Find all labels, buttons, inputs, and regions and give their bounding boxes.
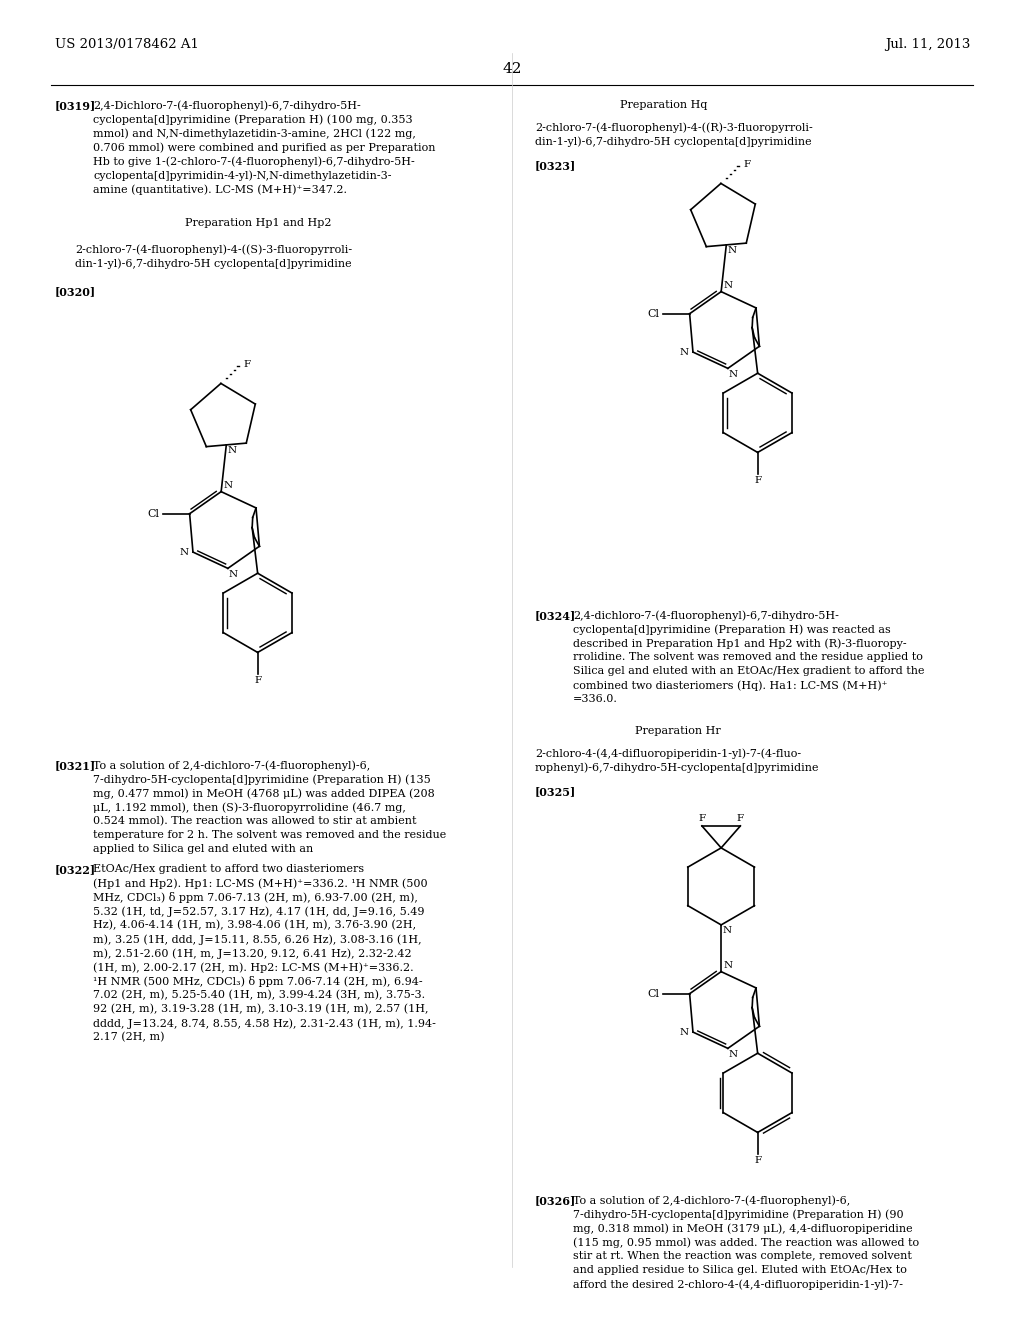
Text: mg, 0.477 mmol) in MeOH (4768 μL) was added DIPEA (208: mg, 0.477 mmol) in MeOH (4768 μL) was ad… xyxy=(93,788,435,799)
Text: F: F xyxy=(698,814,706,822)
Text: temperature for 2 h. The solvent was removed and the residue: temperature for 2 h. The solvent was rem… xyxy=(93,830,446,840)
Text: rrolidine. The solvent was removed and the residue applied to: rrolidine. The solvent was removed and t… xyxy=(573,652,923,663)
Text: stir at rt. When the reaction was complete, removed solvent: stir at rt. When the reaction was comple… xyxy=(573,1251,912,1261)
Text: 2-chloro-4-(4,4-difluoropiperidin-1-yl)-7-(4-fluo-: 2-chloro-4-(4,4-difluoropiperidin-1-yl)-… xyxy=(535,748,801,759)
Text: 42: 42 xyxy=(502,62,522,77)
Text: 2.17 (2H, m): 2.17 (2H, m) xyxy=(93,1032,165,1043)
Text: Jul. 11, 2013: Jul. 11, 2013 xyxy=(885,38,970,51)
Text: cyclopenta[d]pyrimidine (Preparation H) was reacted as: cyclopenta[d]pyrimidine (Preparation H) … xyxy=(573,624,891,635)
Text: Cl: Cl xyxy=(647,989,659,999)
Text: Preparation Hr: Preparation Hr xyxy=(635,726,721,737)
Text: din-1-yl)-6,7-dihydro-5H cyclopenta[d]pyrimidine: din-1-yl)-6,7-dihydro-5H cyclopenta[d]py… xyxy=(535,136,812,147)
Text: N: N xyxy=(729,371,738,379)
Text: cyclopenta[d]pyrimidin-4-yl)-N,N-dimethylazetidin-3-: cyclopenta[d]pyrimidin-4-yl)-N,N-dimethy… xyxy=(93,170,391,181)
Text: described in Preparation Hp1 and Hp2 with (R)-3-fluoropy-: described in Preparation Hp1 and Hp2 wit… xyxy=(573,638,906,648)
Text: m), 2.51-2.60 (1H, m, J=13.20, 9.12, 6.41 Hz), 2.32-2.42: m), 2.51-2.60 (1H, m, J=13.20, 9.12, 6.4… xyxy=(93,948,412,958)
Text: combined two diasteriomers (Hq). Ha1: LC-MS (M+H)⁺: combined two diasteriomers (Hq). Ha1: LC… xyxy=(573,680,888,690)
Text: μL, 1.192 mmol), then (S)-3-fluoropyrrolidine (46.7 mg,: μL, 1.192 mmol), then (S)-3-fluoropyrrol… xyxy=(93,803,406,813)
Text: N: N xyxy=(680,347,689,356)
Text: 7-dihydro-5H-cyclopenta[d]pyrimidine (Preparation H) (90: 7-dihydro-5H-cyclopenta[d]pyrimidine (Pr… xyxy=(573,1209,903,1220)
Text: applied to Silica gel and eluted with an: applied to Silica gel and eluted with an xyxy=(93,843,313,854)
Text: US 2013/0178462 A1: US 2013/0178462 A1 xyxy=(55,38,199,51)
Text: 2-chloro-7-(4-fluorophenyl)-4-((S)-3-fluoropyrroli-: 2-chloro-7-(4-fluorophenyl)-4-((S)-3-flu… xyxy=(75,244,352,255)
Text: [0322]: [0322] xyxy=(55,865,96,875)
Text: rophenyl)-6,7-dihydro-5H-cyclopenta[d]pyrimidine: rophenyl)-6,7-dihydro-5H-cyclopenta[d]py… xyxy=(535,762,819,772)
Text: =336.0.: =336.0. xyxy=(573,694,617,704)
Text: dddd, J=13.24, 8.74, 8.55, 4.58 Hz), 2.31-2.43 (1H, m), 1.94-: dddd, J=13.24, 8.74, 8.55, 4.58 Hz), 2.3… xyxy=(93,1018,436,1028)
Text: m), 3.25 (1H, ddd, J=15.11, 8.55, 6.26 Hz), 3.08-3.16 (1H,: m), 3.25 (1H, ddd, J=15.11, 8.55, 6.26 H… xyxy=(93,935,422,945)
Text: Silica gel and eluted with an EtOAc/Hex gradient to afford the: Silica gel and eluted with an EtOAc/Hex … xyxy=(573,667,925,676)
Text: ¹H NMR (500 MHz, CDCl₃) δ ppm 7.06-7.14 (2H, m), 6.94-: ¹H NMR (500 MHz, CDCl₃) δ ppm 7.06-7.14 … xyxy=(93,975,423,987)
Text: 5.32 (1H, td, J=52.57, 3.17 Hz), 4.17 (1H, dd, J=9.16, 5.49: 5.32 (1H, td, J=52.57, 3.17 Hz), 4.17 (1… xyxy=(93,906,425,916)
Text: [0320]: [0320] xyxy=(55,286,96,297)
Text: (Hp1 and Hp2). Hp1: LC-MS (M+H)⁺=336.2. ¹H NMR (500: (Hp1 and Hp2). Hp1: LC-MS (M+H)⁺=336.2. … xyxy=(93,878,428,888)
Text: 2,4-Dichloro-7-(4-fluorophenyl)-6,7-dihydro-5H-: 2,4-Dichloro-7-(4-fluorophenyl)-6,7-dihy… xyxy=(93,100,360,111)
Text: N: N xyxy=(680,1027,689,1036)
Text: Preparation Hq: Preparation Hq xyxy=(620,100,708,110)
Text: EtOAc/Hex gradient to afford two diasteriomers: EtOAc/Hex gradient to afford two diaster… xyxy=(93,865,365,874)
Text: Hb to give 1-(2-chloro-7-(4-fluorophenyl)-6,7-dihydro-5H-: Hb to give 1-(2-chloro-7-(4-fluorophenyl… xyxy=(93,156,415,166)
Text: F: F xyxy=(254,676,261,685)
Text: (1H, m), 2.00-2.17 (2H, m). Hp2: LC-MS (M+H)⁺=336.2.: (1H, m), 2.00-2.17 (2H, m). Hp2: LC-MS (… xyxy=(93,962,414,973)
Text: [0321]: [0321] xyxy=(55,760,96,771)
Text: F: F xyxy=(754,475,761,484)
Text: N: N xyxy=(223,480,232,490)
Text: F: F xyxy=(743,160,751,169)
Text: F: F xyxy=(754,1155,761,1164)
Text: (115 mg, 0.95 mmol) was added. The reaction was allowed to: (115 mg, 0.95 mmol) was added. The react… xyxy=(573,1237,920,1247)
Text: cyclopenta[d]pyrimidine (Preparation H) (100 mg, 0.353: cyclopenta[d]pyrimidine (Preparation H) … xyxy=(93,114,413,124)
Text: [0323]: [0323] xyxy=(535,160,577,172)
Text: N: N xyxy=(727,246,736,255)
Text: N: N xyxy=(722,925,731,935)
Text: 0.524 mmol). The reaction was allowed to stir at ambient: 0.524 mmol). The reaction was allowed to… xyxy=(93,816,417,826)
Text: [0325]: [0325] xyxy=(535,785,577,797)
Text: 2,4-dichloro-7-(4-fluorophenyl)-6,7-dihydro-5H-: 2,4-dichloro-7-(4-fluorophenyl)-6,7-dihy… xyxy=(573,610,839,620)
Text: N: N xyxy=(729,1051,738,1060)
Text: N: N xyxy=(723,961,732,970)
Text: To a solution of 2,4-dichloro-7-(4-fluorophenyl)-6,: To a solution of 2,4-dichloro-7-(4-fluor… xyxy=(93,760,371,771)
Text: N: N xyxy=(228,570,238,579)
Text: and applied residue to Silica gel. Eluted with EtOAc/Hex to: and applied residue to Silica gel. Elute… xyxy=(573,1265,907,1275)
Text: mg, 0.318 mmol) in MeOH (3179 μL), 4,4-difluoropiperidine: mg, 0.318 mmol) in MeOH (3179 μL), 4,4-d… xyxy=(573,1224,912,1234)
Text: Cl: Cl xyxy=(647,309,659,318)
Text: Hz), 4.06-4.14 (1H, m), 3.98-4.06 (1H, m), 3.76-3.90 (2H,: Hz), 4.06-4.14 (1H, m), 3.98-4.06 (1H, m… xyxy=(93,920,416,931)
Text: F: F xyxy=(243,359,250,368)
Text: N: N xyxy=(723,281,732,289)
Text: Preparation Hp1 and Hp2: Preparation Hp1 and Hp2 xyxy=(185,218,332,228)
Text: Cl: Cl xyxy=(147,508,160,519)
Text: N: N xyxy=(227,446,237,455)
Text: 0.706 mmol) were combined and purified as per Preparation: 0.706 mmol) were combined and purified a… xyxy=(93,143,435,153)
Text: amine (quantitative). LC-MS (M+H)⁺=347.2.: amine (quantitative). LC-MS (M+H)⁺=347.2… xyxy=(93,183,347,194)
Text: mmol) and N,N-dimethylazetidin-3-amine, 2HCl (122 mg,: mmol) and N,N-dimethylazetidin-3-amine, … xyxy=(93,128,416,139)
Text: [0319]: [0319] xyxy=(55,100,96,111)
Text: N: N xyxy=(180,548,189,557)
Text: 2-chloro-7-(4-fluorophenyl)-4-((R)-3-fluoropyrroli-: 2-chloro-7-(4-fluorophenyl)-4-((R)-3-flu… xyxy=(535,121,813,132)
Text: 92 (2H, m), 3.19-3.28 (1H, m), 3.10-3.19 (1H, m), 2.57 (1H,: 92 (2H, m), 3.19-3.28 (1H, m), 3.10-3.19… xyxy=(93,1005,428,1014)
Text: afford the desired 2-chloro-4-(4,4-difluoropiperidin-1-yl)-7-: afford the desired 2-chloro-4-(4,4-diflu… xyxy=(573,1279,903,1290)
Text: 7.02 (2H, m), 5.25-5.40 (1H, m), 3.99-4.24 (3H, m), 3.75-3.: 7.02 (2H, m), 5.25-5.40 (1H, m), 3.99-4.… xyxy=(93,990,425,1001)
Text: [0324]: [0324] xyxy=(535,610,577,620)
Text: F: F xyxy=(737,814,744,822)
Text: din-1-yl)-6,7-dihydro-5H cyclopenta[d]pyrimidine: din-1-yl)-6,7-dihydro-5H cyclopenta[d]py… xyxy=(75,257,351,268)
Text: 7-dihydro-5H-cyclopenta[d]pyrimidine (Preparation H) (135: 7-dihydro-5H-cyclopenta[d]pyrimidine (Pr… xyxy=(93,774,431,784)
Text: [0326]: [0326] xyxy=(535,1195,577,1206)
Text: To a solution of 2,4-dichloro-7-(4-fluorophenyl)-6,: To a solution of 2,4-dichloro-7-(4-fluor… xyxy=(573,1195,850,1205)
Text: MHz, CDCl₃) δ ppm 7.06-7.13 (2H, m), 6.93-7.00 (2H, m),: MHz, CDCl₃) δ ppm 7.06-7.13 (2H, m), 6.9… xyxy=(93,892,418,903)
